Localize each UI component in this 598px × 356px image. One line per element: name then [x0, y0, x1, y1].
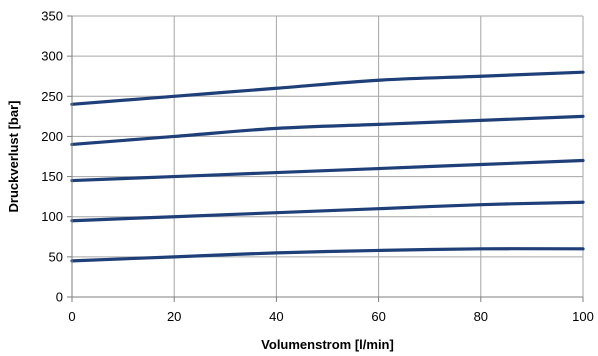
y-tick-labels: 0 50 100 150 200 250 300 350 [41, 9, 63, 305]
series-line-2 [70, 200, 585, 223]
y-tick-label: 350 [41, 9, 63, 24]
y-tick-label: 200 [41, 129, 63, 144]
x-axis-title: Volumenstrom [l/min] [261, 337, 394, 352]
y-tick-label: 0 [56, 290, 63, 305]
x-tick-label: 80 [474, 309, 488, 324]
y-tick-label: 250 [41, 89, 63, 104]
series-line-1 [70, 247, 585, 263]
x-tick-labels: 0 20 40 60 80 100 [68, 309, 593, 324]
y-axis-title: Druckverlust [bar] [6, 101, 21, 213]
y-tick-label: 300 [41, 49, 63, 64]
axes [67, 15, 584, 302]
y-tick-label: 100 [41, 209, 63, 224]
series-group [70, 70, 585, 263]
x-tick-label: 100 [572, 309, 594, 324]
series-line-5 [70, 70, 585, 106]
series-line-3 [70, 158, 585, 183]
y-tick-label: 50 [49, 249, 63, 264]
x-tick-label: 20 [167, 309, 181, 324]
x-tick-label: 40 [269, 309, 283, 324]
x-tick-label: 60 [371, 309, 385, 324]
x-tick-label: 0 [68, 309, 75, 324]
grid-lines [72, 15, 584, 297]
series-line-4 [70, 114, 585, 147]
y-tick-label: 150 [41, 169, 63, 184]
